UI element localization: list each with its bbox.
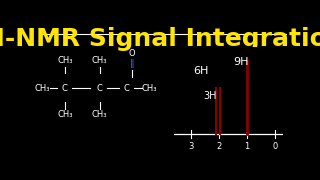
Text: C: C: [97, 84, 102, 93]
Text: CH₃: CH₃: [92, 56, 107, 65]
Text: CH₃: CH₃: [35, 84, 50, 93]
Text: CH₃: CH₃: [57, 110, 73, 119]
Text: CH₃: CH₃: [57, 56, 73, 65]
Text: ‖: ‖: [130, 59, 134, 68]
Text: H-NMR Signal Integration: H-NMR Signal Integration: [0, 27, 320, 51]
Text: CH₃: CH₃: [92, 110, 107, 119]
Text: C: C: [124, 84, 130, 93]
Text: CH₃: CH₃: [141, 84, 157, 93]
Text: O: O: [128, 49, 135, 58]
Text: C: C: [62, 84, 68, 93]
